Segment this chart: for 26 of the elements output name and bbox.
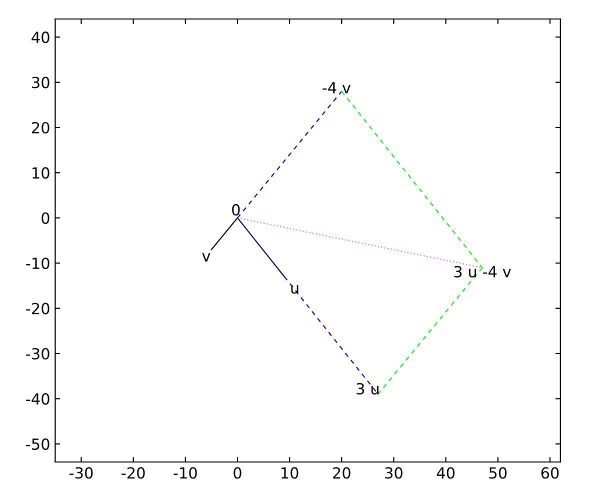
x-tick-label: 20 xyxy=(333,467,350,479)
y-tick-label: 30 xyxy=(32,76,50,88)
x-tick-label: 10 xyxy=(282,467,298,479)
annotation: -4 v xyxy=(322,82,351,94)
x-tick-label: 30 xyxy=(385,467,402,479)
x-tick-label: -30 xyxy=(70,467,93,479)
annotation: v xyxy=(202,253,210,262)
y-tick-label: -50 xyxy=(26,438,50,450)
y-tick-label: -30 xyxy=(26,348,50,360)
annotation: 3 u xyxy=(356,383,378,395)
y-tick-label: 20 xyxy=(32,122,50,134)
x-tick-label: 40 xyxy=(436,467,455,479)
x-tick-label: -20 xyxy=(122,467,145,479)
y-tick-label: 0 xyxy=(42,212,50,224)
x-tick-label: 50 xyxy=(489,467,507,479)
y-tick-label: 40 xyxy=(32,32,50,44)
y-tick-label: 10 xyxy=(32,167,50,179)
y-tick-label: -10 xyxy=(26,258,50,270)
annotation: u xyxy=(291,284,298,294)
x-tick-label: -10 xyxy=(174,467,197,479)
x-tick-label: 60 xyxy=(541,467,559,479)
annotation: 3 u -4 v xyxy=(454,266,511,278)
annotation: 0 xyxy=(232,204,240,216)
x-tick-label: 0 xyxy=(234,467,242,479)
y-tick-label: -20 xyxy=(26,302,50,314)
y-tick-label: -40 xyxy=(26,393,50,405)
